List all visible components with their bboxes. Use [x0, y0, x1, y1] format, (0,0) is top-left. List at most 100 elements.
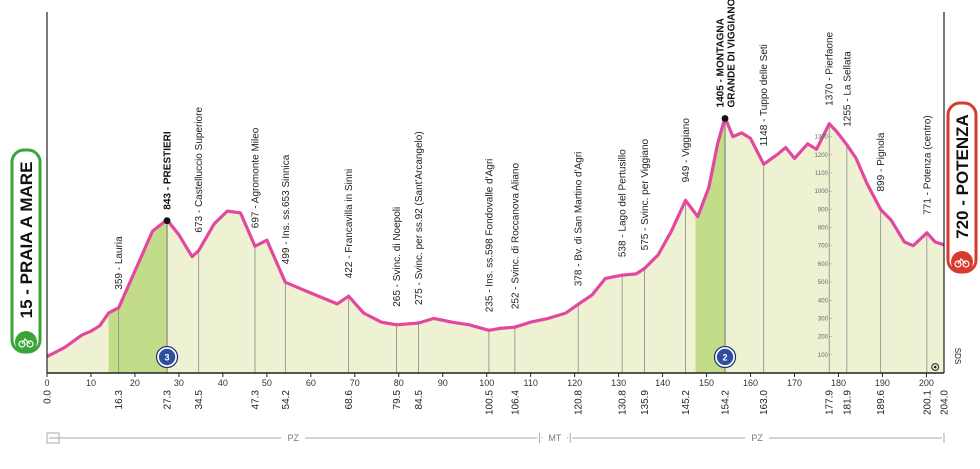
x-tick-label: 90 — [438, 378, 448, 388]
x-tick-label: 140 — [655, 378, 670, 388]
gpm-badges: 3 2 SDS — [155, 345, 962, 371]
poi-label: 1370 - Pierfaone — [825, 31, 836, 105]
x-tick-label: 180 — [831, 378, 846, 388]
elevation-tick-label: 700 — [818, 244, 829, 250]
profile-fill — [47, 117, 944, 373]
x-axis: 0 10 20 30 40 50 60 70 80 90 100 110 120 130 140 150 160… — [43, 12, 951, 415]
poi-lines — [118, 115, 928, 373]
elevation-scale: 100 200 300 400 500 600 700 800 900 1000 1100 1200 1… — [815, 135, 832, 359]
x-tick-label: 100 — [479, 378, 494, 388]
poi-label: 843 - PRESTIERI — [163, 131, 174, 210]
km-label: 181.9 — [842, 390, 853, 415]
x-tick-label: 10 — [86, 378, 96, 388]
km-label: 34.5 — [194, 390, 205, 410]
km-label: 145.2 — [681, 390, 692, 415]
elevation-tick-label: 500 — [818, 280, 829, 286]
climb-area-1 — [695, 117, 725, 373]
gpm-badge-label: 2 — [723, 353, 728, 363]
km-label: 154.2 — [721, 390, 732, 415]
km-label: 106.4 — [510, 390, 521, 415]
elevation-tick-label: 1100 — [815, 171, 829, 177]
bicycle-wheel — [954, 260, 962, 268]
elevation-tick-label: 800 — [818, 226, 829, 232]
x-tick-label: 60 — [306, 378, 316, 388]
km-label: 84.5 — [414, 390, 425, 410]
bicycle-icon — [15, 331, 37, 353]
gpm-badge-disc — [158, 348, 176, 366]
bicycle-icon — [951, 251, 973, 273]
poi-label: 359 - Lauria — [114, 236, 125, 290]
x-tick-label: 190 — [875, 378, 890, 388]
finish-badge: 720 - POTENZA — [946, 101, 978, 274]
profile-line — [46, 115, 945, 359]
km-label: 189.6 — [876, 390, 887, 415]
km-label: 47.3 — [250, 390, 261, 410]
poi-labels: 359 - Lauria 843 - PRESTIERI 673 - Castell… — [114, 0, 933, 312]
x-tick-label: 0 — [44, 378, 49, 388]
poi-label: 378 - Bv. di San Martino d'Agri — [574, 152, 585, 287]
climb-areas — [108, 117, 725, 373]
x-tick-label: 40 — [218, 378, 228, 388]
km-label: 0.0 — [43, 390, 54, 404]
terrain-label: PZ — [751, 433, 763, 443]
x-tick-label: 70 — [350, 378, 360, 388]
gpm-badge-disc — [716, 348, 734, 366]
poi-label: 575 - Svinc. per Viggiano — [640, 138, 651, 250]
elevation-tick-label: 100 — [818, 353, 829, 359]
summit-marker — [721, 115, 729, 122]
x-tick-label: 160 — [743, 378, 758, 388]
km-label: 135.9 — [640, 390, 651, 415]
sds-label: SDS — [953, 348, 962, 364]
poi-label: 697 - Agromonte Mileo — [250, 127, 261, 228]
elevation-tick-label: 300 — [818, 316, 829, 322]
start-finish: 15 - PRAIA A MARE 720 - POTENZA — [10, 101, 978, 354]
province-icon — [46, 432, 60, 444]
poi-label: 252 - Svinc. di Roccanova Aliano — [510, 163, 521, 310]
finish-line-icon-dot — [933, 365, 937, 369]
gpm-category-badge: 3 — [155, 345, 179, 369]
x-tick-label: 130 — [611, 378, 626, 388]
start-badge: 15 - PRAIA A MARE — [10, 148, 42, 354]
gpm-category-badge: 2 — [713, 345, 737, 369]
elevation-tick-label: 400 — [818, 298, 829, 304]
km-label: 200.1 — [922, 390, 933, 415]
elevation-tick-label: 1300 — [815, 135, 829, 141]
profile-background — [47, 117, 944, 373]
poi-label: 538 - Lago del Pertusillo — [618, 149, 629, 257]
x-tick-label: 110 — [523, 378, 537, 388]
bicycle-wheel — [26, 340, 34, 348]
x-tick-label: 20 — [130, 378, 140, 388]
poi-label: 949 - Viggiano — [681, 118, 692, 183]
poi-label: 771 - Potenza (centro) — [922, 115, 933, 215]
x-tick-label: 50 — [262, 378, 272, 388]
summit-marker — [163, 217, 171, 225]
km-label: 54.2 — [281, 390, 292, 410]
km-label: 79.5 — [392, 390, 403, 410]
elevation-tick-label: 200 — [818, 335, 829, 341]
poi-label: 422 - Francavilla in Sinni — [344, 169, 355, 279]
poi-label: 1148 - Tuppo delle Seti — [759, 44, 770, 146]
x-tick-label: 150 — [699, 378, 714, 388]
elevation-tick-label: 900 — [818, 207, 829, 213]
terrain-label: PZ — [287, 433, 299, 443]
start-badge-label: 15 - PRAIA A MARE — [17, 162, 36, 319]
elevation-tick-label: 1200 — [815, 153, 829, 159]
km-label: 16.3 — [114, 390, 125, 410]
km-label: 204.0 — [940, 390, 951, 415]
terrain-strip: PZ MT PZ — [46, 432, 945, 444]
climb-area-0 — [108, 219, 167, 373]
elevation-tick-label: 1000 — [815, 189, 829, 195]
x-tick-label: 170 — [787, 378, 802, 388]
km-label: 100.5 — [484, 390, 495, 415]
terrain-label: MT — [548, 433, 561, 443]
km-label: 163.0 — [759, 390, 770, 415]
elevation-tick-label: 600 — [818, 262, 829, 268]
poi-label: 1405 - MONTAGNA — [716, 18, 727, 107]
x-tick-label: 200 — [919, 378, 934, 388]
profile-line-layer — [46, 115, 945, 359]
poi-label: 235 - Ins. ss.598 Fondovalle d'Agri — [484, 159, 495, 313]
km-label: 27.3 — [163, 390, 174, 410]
bicycle-wheel — [18, 340, 26, 348]
poi-label: 275 - Svinc. per ss.92 (Sant'Arcangelo) — [414, 131, 425, 305]
x-tick-label: 120 — [567, 378, 582, 388]
